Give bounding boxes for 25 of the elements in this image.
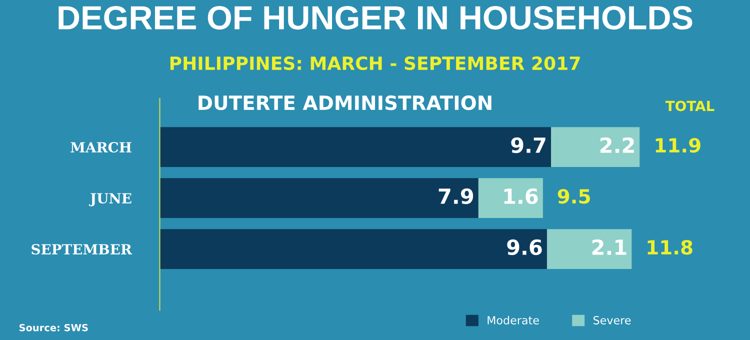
y-tick-label: JUNE [88,193,132,206]
data-label: 7.9 [438,188,474,204]
bar [551,127,640,167]
bar [546,229,632,269]
data-label: 1.6 [504,188,538,204]
total-label: 11.9 [656,138,700,153]
chart-subtitle: PHILIPPINES: MARCH - SEPTEMBER 2017 [170,56,580,70]
data-label: 2.1 [592,239,626,255]
annotation: DUTERTE ADMINISTRATION [198,95,492,110]
bar [160,127,552,167]
bar [160,178,478,218]
y-tick-label: SEPTEMBER [32,244,132,255]
text: TOTAL [665,100,714,112]
bar [160,229,547,269]
bar [478,178,543,218]
chart-title: DEGREE OF HUNGER IN HOUSEHOLDS [58,6,692,30]
total-label: 9.5 [558,189,590,204]
legend-label: Moderate [488,316,539,324]
y-tick-label: MARCH [70,142,132,153]
legend-label: Severe [594,316,631,324]
data-label: 2.2 [600,137,634,153]
source-note: Source: SWS [19,324,88,332]
total-label: 11.8 [648,240,692,255]
data-label: 9.6 [507,239,542,256]
data-label: 9.7 [511,137,546,154]
